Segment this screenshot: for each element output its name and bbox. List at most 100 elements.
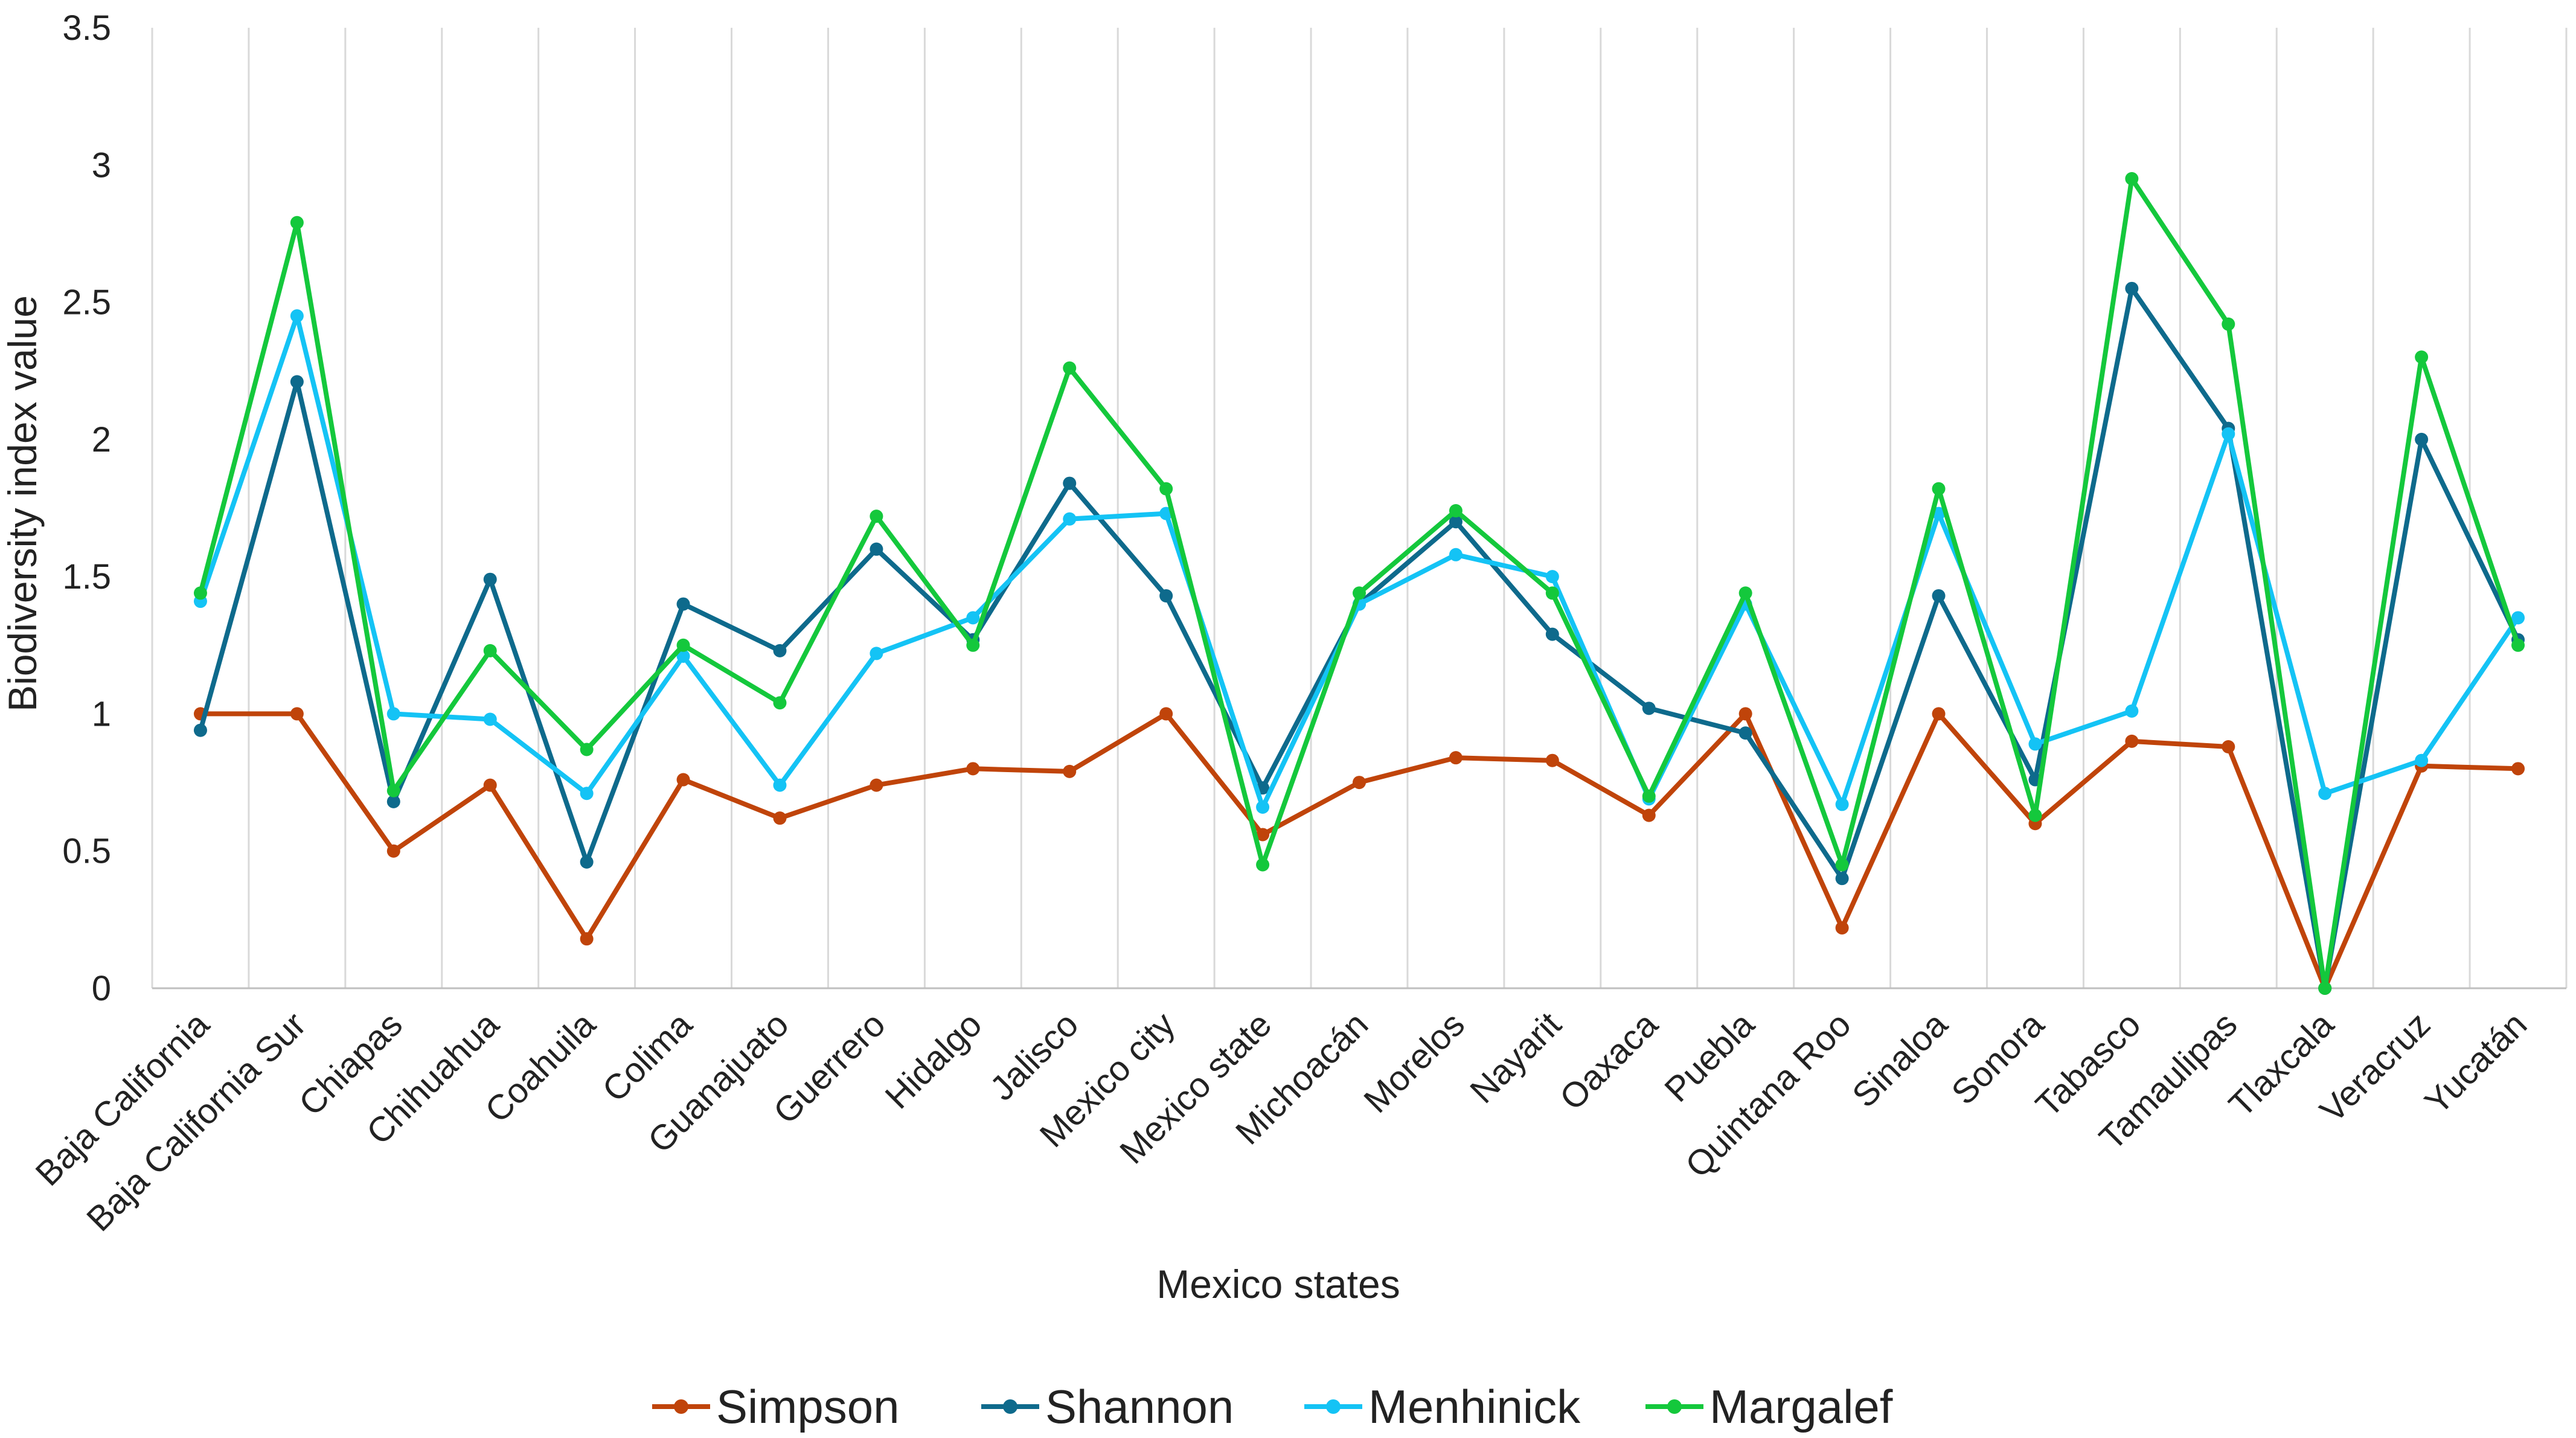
data-point — [580, 932, 594, 946]
data-point — [2028, 808, 2042, 822]
data-point — [2222, 427, 2235, 441]
data-point — [1353, 586, 1366, 600]
data-point — [1835, 872, 1849, 886]
data-point — [1256, 828, 1270, 842]
data-point — [1545, 753, 1559, 767]
data-point — [1256, 800, 1270, 814]
y-tick-label: 1 — [92, 694, 111, 733]
data-point — [870, 647, 883, 660]
data-point — [870, 510, 883, 523]
data-point — [773, 644, 787, 657]
data-point — [483, 644, 497, 657]
data-point — [966, 611, 980, 625]
y-tick-label: 3 — [92, 145, 111, 185]
data-point — [1738, 707, 1752, 721]
data-point — [966, 762, 980, 776]
x-tick-label: Hidalgo — [877, 1005, 989, 1116]
data-point — [1835, 797, 1849, 811]
y-tick-label: 2 — [92, 420, 111, 459]
data-point — [483, 712, 497, 726]
y-axis-title: Biodiversity index value — [0, 295, 45, 712]
legend-item-shannon: Shannon — [981, 1380, 1234, 1433]
data-point — [2511, 638, 2525, 652]
data-point — [290, 707, 304, 721]
data-point — [2125, 734, 2139, 748]
y-tick-labels: 0 0.5 1 1.5 2 2.5 3 3.5 — [62, 8, 111, 1008]
x-tick-label: Morelos — [1356, 1005, 1472, 1120]
data-point — [2125, 172, 2139, 186]
legend-label: Simpson — [716, 1380, 899, 1433]
data-point — [773, 811, 787, 825]
data-point — [386, 784, 400, 797]
data-point — [1449, 751, 1463, 765]
series-line-margalef — [198, 176, 2520, 991]
data-point — [1545, 570, 1559, 584]
data-point — [2318, 787, 2332, 800]
x-tick-label: Sinaloa — [1845, 1005, 1955, 1115]
legend: Simpson Shannon Menhinick Margalef — [652, 1380, 1893, 1433]
data-point — [386, 794, 400, 808]
x-axis-title: Mexico states — [1156, 1262, 1400, 1306]
data-point — [676, 649, 690, 663]
data-point — [1063, 476, 1077, 490]
series-line-menhinick — [198, 313, 2520, 810]
x-tick-label: Baja California — [28, 1005, 217, 1194]
data-point — [2415, 432, 2429, 446]
legend-item-menhinick: Menhinick — [1304, 1380, 1581, 1433]
legend-marker — [1326, 1399, 1341, 1414]
data-point — [1159, 589, 1173, 602]
data-point — [1256, 858, 1270, 872]
data-point — [1738, 726, 1752, 740]
legend-item-margalef: Margalef — [1645, 1380, 1893, 1433]
x-tick-label: Quintana Roo — [1678, 1005, 1859, 1185]
data-point — [483, 778, 497, 792]
data-point — [290, 216, 304, 229]
series-line-shannon — [198, 286, 2520, 991]
data-point — [2511, 611, 2525, 625]
series-shannon — [193, 281, 2525, 995]
data-point — [1063, 764, 1077, 778]
data-point — [870, 542, 883, 556]
legend-marker — [1003, 1399, 1017, 1414]
series-margalef — [193, 172, 2525, 995]
data-point — [580, 787, 594, 800]
data-point — [386, 844, 400, 858]
data-point — [2318, 982, 2332, 995]
data-point — [966, 638, 980, 652]
data-point — [1642, 808, 1656, 822]
y-tick-label: 0.5 — [62, 832, 111, 871]
legend-marker — [1667, 1399, 1682, 1414]
data-point — [1642, 789, 1656, 803]
legend-label: Margalef — [1709, 1380, 1893, 1433]
data-point — [2222, 740, 2235, 753]
data-point — [1159, 482, 1173, 496]
legend-marker — [674, 1399, 688, 1414]
data-point — [193, 723, 207, 737]
data-point — [193, 586, 207, 600]
data-point — [676, 638, 690, 652]
data-point — [1932, 589, 1946, 602]
data-point — [483, 572, 497, 586]
data-point — [290, 309, 304, 323]
series-simpson — [193, 707, 2525, 995]
data-point — [1738, 586, 1752, 600]
x-tick-label: Nayarit — [1463, 1005, 1569, 1111]
data-point — [580, 855, 594, 869]
data-point — [1835, 921, 1849, 935]
data-point — [1642, 701, 1656, 715]
data-point — [1063, 512, 1077, 526]
data-point — [1353, 776, 1366, 790]
data-point — [2028, 737, 2042, 751]
data-point — [1545, 627, 1559, 641]
data-point — [2511, 762, 2525, 776]
series-lines — [193, 172, 2525, 995]
data-point — [1835, 858, 1849, 872]
data-point — [773, 696, 787, 710]
data-point — [1545, 586, 1559, 600]
data-point — [580, 743, 594, 756]
data-point — [2125, 281, 2139, 295]
y-tick-label: 3.5 — [62, 8, 111, 48]
data-point — [2125, 704, 2139, 718]
